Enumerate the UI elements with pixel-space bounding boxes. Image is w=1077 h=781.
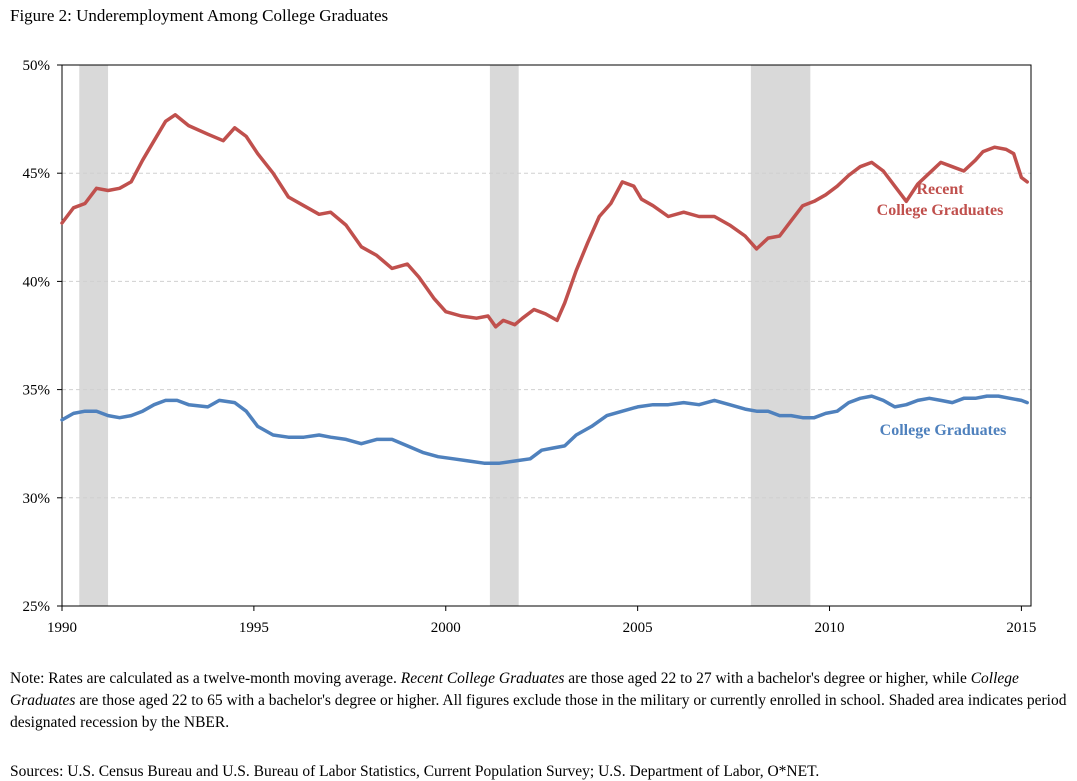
recession-band-2 [489, 65, 519, 606]
y-tick-label: 50% [23, 58, 51, 74]
series-layer [60, 113, 1029, 465]
x-tick-label: 2000 [431, 620, 461, 636]
gridlines-layer [62, 172, 1031, 499]
y-axis: 25% 30% 35% 40% 45% 50% [23, 58, 62, 615]
y-tick-label: 30% [23, 491, 51, 507]
figure-sources: Sources: U.S. Census Bureau and U.S. Bur… [10, 763, 820, 780]
series-labels: Recent College Graduates College Graduates [877, 181, 1007, 439]
series-label-recent-line-2: College Graduates [877, 202, 1004, 219]
note-text-1: Note: Rates are calculated as a twelve-m… [10, 670, 401, 687]
underemployment-chart: 25% 30% 35% 40% 45% 50% 1990 1995 2000 2005 2010 2… [23, 58, 1037, 636]
plot-frame [61, 64, 1032, 607]
y-tick-label: 40% [23, 274, 51, 290]
figure-note: Note: Rates are calculated as a twelve-m… [10, 668, 1068, 734]
series-line-recent-college-graduates [60, 113, 1029, 329]
figure-title: Figure 2: Underemployment Among College … [10, 6, 389, 25]
series-label-graduates-line-1: College Graduates [880, 422, 1007, 439]
x-tick-label: 2005 [623, 620, 653, 636]
x-tick-label: 2010 [815, 620, 845, 636]
note-text-2: are those aged 22 to 27 with a bachelor'… [564, 670, 971, 687]
x-tick-label: 1990 [47, 620, 77, 636]
note-term-recent: Recent College Graduates [400, 670, 565, 687]
y-tick-label: 45% [23, 166, 51, 182]
series-line-college-graduates [60, 394, 1029, 465]
recession-band-3 [750, 65, 811, 606]
x-tick-label: 1995 [239, 620, 269, 636]
y-tick-label: 25% [23, 599, 51, 615]
recession-band-1 [79, 65, 109, 606]
recession-shading-layer [79, 65, 811, 606]
note-text-3: are those aged 22 to 65 with a bachelor'… [10, 692, 1067, 731]
x-axis: 1990 1995 2000 2005 2010 2015 [47, 606, 1036, 636]
x-tick-label: 2015 [1006, 620, 1036, 636]
y-tick-label: 35% [23, 383, 51, 399]
note-term-graduates: College Graduates [10, 670, 1019, 709]
series-label-recent-line-1: Recent [916, 181, 964, 198]
